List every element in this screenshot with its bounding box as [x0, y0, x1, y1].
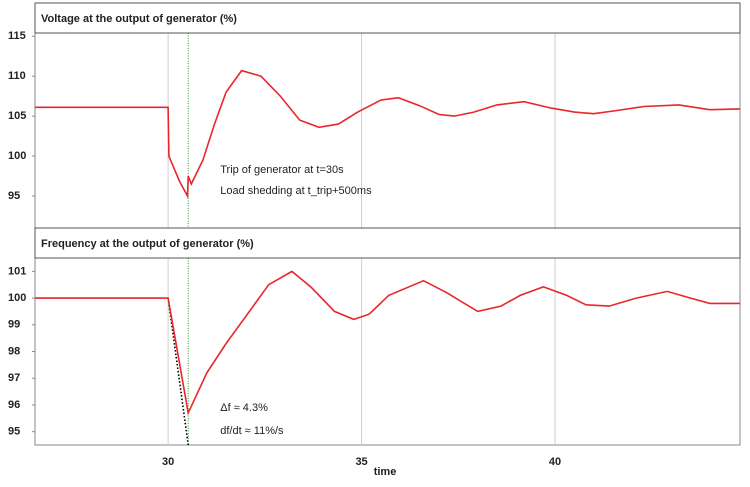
y-tick-label: 100	[8, 292, 26, 304]
annotation: Δf ≈ 4.3%	[220, 402, 268, 414]
y-tick-label: 95	[8, 426, 20, 438]
data-line	[35, 270, 740, 416]
y-tick-label: 105	[8, 110, 26, 122]
y-tick-label: 115	[8, 30, 26, 42]
annotation: df/dt ≈ 11%/s	[220, 425, 284, 437]
x-tick-label: 40	[549, 456, 561, 468]
tangent-line	[167, 297, 190, 446]
chart-title: Frequency at the output of generator (%)	[41, 238, 254, 250]
x-tick-label: 35	[355, 456, 367, 468]
data-line	[35, 69, 741, 199]
plot-area	[34, 257, 741, 446]
y-tick-label: 95	[8, 190, 20, 202]
y-tick-label: 110	[8, 70, 26, 82]
plot-area	[34, 32, 741, 229]
y-tick-label: 97	[8, 372, 20, 384]
annotation: Trip of generator at t=30s	[220, 164, 344, 176]
x-axis-label: time	[374, 466, 397, 478]
y-tick-label: 98	[8, 345, 20, 357]
y-tick-label: 100	[8, 150, 26, 162]
x-tick-label: 30	[162, 456, 174, 468]
chart-title: Voltage at the output of generator (%)	[41, 13, 237, 25]
y-tick-label: 99	[8, 319, 20, 331]
y-tick-label: 96	[8, 399, 20, 411]
y-tick-label: 101	[8, 265, 26, 277]
title-box	[34, 2, 741, 34]
title-box	[34, 227, 741, 259]
annotation: Load shedding at t_trip+500ms	[220, 185, 372, 197]
